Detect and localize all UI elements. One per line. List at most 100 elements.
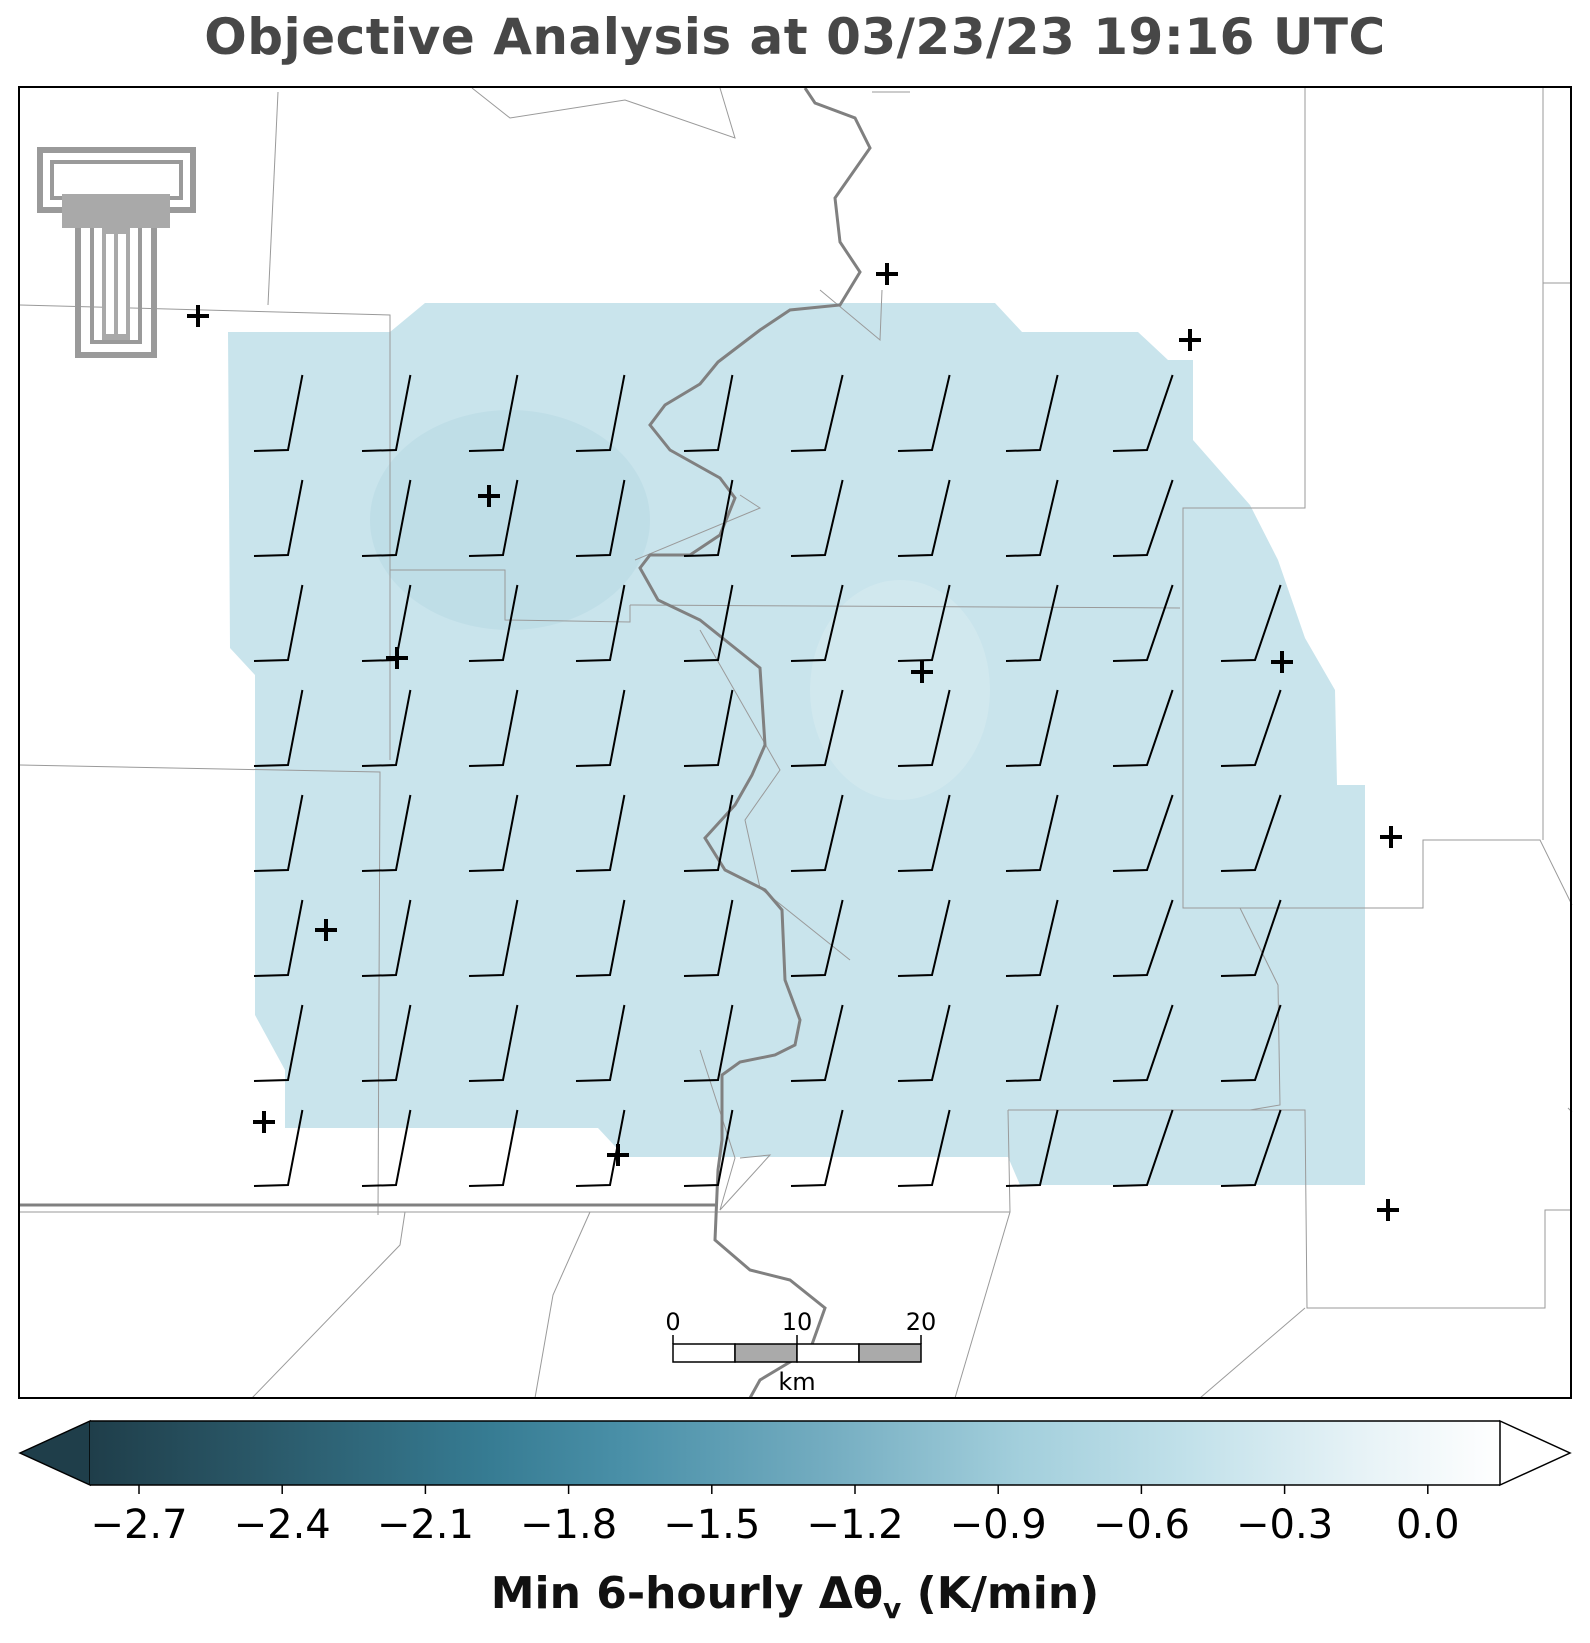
colorbar-high-extension bbox=[1499, 1419, 1572, 1487]
wind-barb bbox=[468, 1109, 519, 1187]
wind-barb bbox=[683, 479, 734, 557]
wind-barb bbox=[361, 374, 412, 452]
station-marker bbox=[1271, 651, 1293, 673]
wind-barb bbox=[575, 374, 626, 452]
wind-barb bbox=[790, 1109, 844, 1187]
wind-barb bbox=[897, 689, 951, 767]
wind-barb bbox=[1005, 1004, 1059, 1082]
wind-barb bbox=[1220, 1004, 1282, 1082]
wind-barb bbox=[1005, 584, 1059, 662]
wind-barb bbox=[1112, 689, 1174, 767]
texas-tech-double-t-logo bbox=[37, 147, 196, 358]
scale-tick-0: 0 bbox=[665, 1308, 680, 1336]
wind-barb bbox=[468, 479, 519, 557]
colorbar-ticks: −2.7 −2.4 −2.1 −1.8 −1.5 −1.2 −0.9 −0.6 −0.3 0.0 bbox=[90, 1485, 1460, 1548]
wind-barb bbox=[897, 584, 951, 662]
station-marker bbox=[315, 919, 337, 941]
wind-barb bbox=[253, 794, 304, 872]
wind-barb bbox=[897, 479, 951, 557]
wind-barb bbox=[253, 584, 304, 662]
colorbar-tick-label: −0.9 bbox=[950, 1502, 1047, 1548]
wind-barb bbox=[1220, 794, 1282, 872]
wind-barb bbox=[683, 1109, 734, 1187]
colorbar-tick-label: −1.8 bbox=[520, 1502, 617, 1548]
wind-barb bbox=[897, 1109, 951, 1187]
map: 0 10 20 km bbox=[18, 86, 1573, 1399]
wind-barb bbox=[253, 1109, 304, 1187]
colorbar: −2.7 −2.4 −2.1 −1.8 −1.5 −1.2 −0.9 −0.6 −0.3 0.0 bbox=[18, 1419, 1572, 1548]
wind-barbs bbox=[253, 374, 1282, 1187]
wind-barb bbox=[575, 584, 626, 662]
map-border bbox=[18, 86, 1572, 1399]
colorbar-tick-label: −2.1 bbox=[377, 1502, 474, 1548]
colorbar-tick-label: −0.3 bbox=[1236, 1502, 1333, 1548]
scale-unit: km bbox=[778, 1368, 815, 1396]
wind-barb bbox=[253, 1004, 304, 1082]
wind-barb bbox=[1220, 899, 1282, 977]
wind-barb bbox=[790, 1004, 844, 1082]
wind-barb bbox=[253, 689, 304, 767]
wind-barb bbox=[897, 899, 951, 977]
wind-barb bbox=[683, 689, 734, 767]
wind-barb bbox=[683, 374, 734, 452]
wind-barb bbox=[1005, 899, 1059, 977]
wind-barb bbox=[1112, 1004, 1174, 1082]
station-marker bbox=[1377, 1199, 1399, 1221]
wind-barb bbox=[1112, 479, 1174, 557]
wind-barb bbox=[1005, 1109, 1059, 1187]
colorbar-low-extension bbox=[18, 1419, 91, 1487]
scale-tick-10: 10 bbox=[782, 1308, 813, 1336]
colorbar-tick-label: −0.6 bbox=[1093, 1502, 1190, 1548]
wind-barb bbox=[468, 584, 519, 662]
wind-barb bbox=[468, 899, 519, 977]
wind-barb bbox=[1112, 899, 1174, 977]
wind-barb bbox=[253, 899, 304, 977]
wind-barb bbox=[575, 1109, 626, 1187]
wind-barb bbox=[361, 899, 412, 977]
wind-barb bbox=[575, 1004, 626, 1082]
wind-barb bbox=[897, 794, 951, 872]
wind-barb bbox=[897, 1004, 951, 1082]
colorbar-tick-label: −1.5 bbox=[663, 1502, 760, 1548]
station-marker bbox=[478, 485, 500, 507]
wind-barb bbox=[1112, 794, 1174, 872]
wind-barb bbox=[468, 689, 519, 767]
wind-barb bbox=[1005, 794, 1059, 872]
analysis-lighter-core bbox=[810, 580, 990, 800]
wind-barb bbox=[1220, 689, 1282, 767]
county-boundaries bbox=[19, 87, 1573, 1399]
wind-barb bbox=[575, 899, 626, 977]
wind-barb bbox=[361, 1109, 412, 1187]
station-marker bbox=[1179, 329, 1201, 351]
wind-barb bbox=[575, 479, 626, 557]
station-marker bbox=[253, 1111, 275, 1133]
wind-barb bbox=[253, 479, 304, 557]
wind-barb bbox=[790, 794, 844, 872]
scale-tick-20: 20 bbox=[906, 1308, 937, 1336]
wind-barb bbox=[361, 479, 412, 557]
station-marker bbox=[1380, 826, 1402, 848]
colorbar-tick-label: 0.0 bbox=[1396, 1502, 1460, 1548]
wind-barb bbox=[790, 584, 844, 662]
wind-barb bbox=[683, 899, 734, 977]
state-boundaries bbox=[20, 87, 872, 1399]
colorbar-label: Min 6-hourly Δθv (K/min) bbox=[490, 1568, 1100, 1625]
wind-barb bbox=[361, 794, 412, 872]
wind-barb bbox=[683, 584, 734, 662]
wind-barb bbox=[253, 374, 304, 452]
colorbar-gradient bbox=[90, 1421, 1500, 1485]
wind-barb bbox=[361, 689, 412, 767]
station-marker bbox=[911, 661, 933, 683]
colorbar-tick-label: −2.7 bbox=[90, 1502, 187, 1548]
station-marker bbox=[876, 263, 898, 285]
wind-barb bbox=[361, 1004, 412, 1082]
wind-barb bbox=[683, 1004, 734, 1082]
wind-barb bbox=[790, 374, 844, 452]
wind-barb bbox=[575, 689, 626, 767]
colorbar-tick-label: −2.4 bbox=[234, 1502, 331, 1548]
scale-bar: 0 10 20 km bbox=[665, 1308, 936, 1396]
wind-barb bbox=[897, 374, 951, 452]
wind-barb bbox=[468, 794, 519, 872]
wind-barb bbox=[1220, 1109, 1282, 1187]
station-marker bbox=[187, 305, 209, 327]
